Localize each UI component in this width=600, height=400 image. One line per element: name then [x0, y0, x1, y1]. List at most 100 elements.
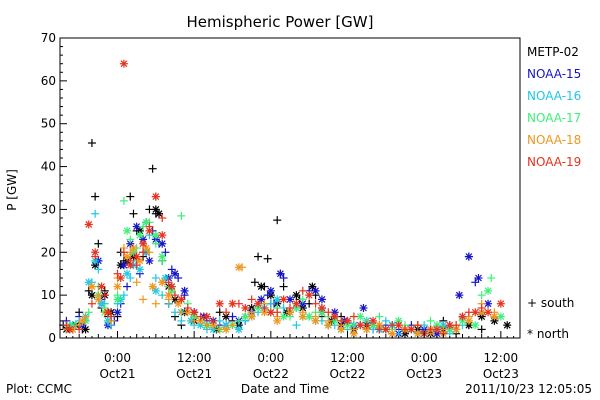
data-point-south	[286, 304, 294, 312]
data-point-south	[119, 248, 128, 257]
data-point-north	[177, 295, 186, 304]
x-tick-date-label: Oct21	[99, 367, 135, 381]
data-point-south	[148, 164, 157, 173]
data-point-north	[330, 312, 339, 321]
data-point-north	[292, 291, 301, 300]
data-point-north	[87, 282, 96, 291]
data-point-north	[190, 308, 199, 317]
data-point-south	[260, 304, 269, 312]
x-tick-time-label: 0:00	[411, 351, 438, 365]
data-point-north	[490, 312, 499, 321]
data-point-south	[87, 299, 96, 308]
data-point-north	[167, 282, 176, 291]
data-point-south	[164, 278, 173, 287]
y-tick-label: 30	[41, 202, 56, 216]
data-point-north	[455, 291, 464, 300]
data-point-south	[477, 304, 486, 312]
data-point-south	[228, 312, 237, 321]
data-point-north	[266, 308, 275, 317]
data-point-south	[413, 321, 422, 330]
data-point-south	[119, 196, 128, 205]
y-axis-ticks: 0 10 20 30 40 50 60 70	[41, 31, 67, 345]
plot-timestamp: 2011/10/23 12:05:05	[465, 382, 592, 396]
data-point-north	[286, 308, 294, 317]
data-point-south	[471, 278, 480, 287]
data-point-north	[91, 248, 100, 257]
data-point-south	[129, 209, 138, 218]
data-point-north	[279, 295, 288, 304]
data-point-north	[308, 282, 317, 291]
data-point-south	[139, 295, 148, 304]
data-point-north	[234, 263, 243, 272]
data-point-south	[167, 265, 176, 274]
data-point-north	[266, 286, 275, 295]
data-point-south	[75, 325, 84, 334]
data-point-south	[126, 274, 135, 282]
y-axis-label: P [GW]	[5, 169, 19, 211]
data-point-south	[209, 316, 218, 325]
data-point-north	[161, 274, 170, 282]
data-point-south	[349, 312, 358, 321]
data-point-south	[91, 192, 100, 201]
x-axis-label: Date and Time	[241, 382, 329, 396]
data-point-north	[97, 282, 106, 291]
x-tick-time-label: 12:00	[484, 351, 519, 365]
data-point-south	[263, 291, 272, 300]
data-point-north	[228, 299, 237, 308]
data-point-south	[161, 248, 170, 257]
legend-entry-metp-02: METP-02	[527, 45, 579, 59]
x-axis-ticks: 0:00 Oct21 12:00 Oct21 0:00 Oct22 12:00 Oct22 0:…	[59, 331, 521, 381]
data-point-north	[202, 312, 211, 321]
data-point-south	[100, 291, 109, 300]
data-point-south	[84, 286, 93, 295]
y-tick-label: 60	[41, 74, 56, 88]
data-point-south	[91, 209, 100, 218]
data-point-north	[317, 295, 326, 304]
x-tick-time-label: 12:00	[177, 351, 212, 365]
symbol-legend-south: + south	[527, 296, 574, 310]
data-point-south	[171, 291, 179, 300]
data-point-north	[241, 304, 250, 312]
data-point-north	[484, 286, 493, 295]
data-point-north	[381, 325, 390, 334]
data-point-north	[324, 321, 333, 330]
data-point-north	[254, 299, 263, 308]
data-point-north	[343, 316, 352, 325]
data-point-south	[123, 282, 132, 291]
data-point-north	[317, 304, 326, 312]
data-point-north	[145, 256, 154, 265]
data-point-south	[126, 192, 135, 201]
data-point-south	[234, 316, 243, 325]
data-point-north	[155, 209, 164, 218]
x-tick-date-label: Oct23	[483, 367, 519, 381]
data-point-north	[311, 286, 320, 295]
data-point-north	[471, 308, 480, 317]
data-point-south	[126, 235, 135, 244]
plot-source: Plot: CCMC	[6, 382, 72, 396]
data-point-south	[132, 278, 141, 287]
data-point-south	[139, 248, 148, 257]
symbol-legend: + south * north	[527, 296, 574, 341]
data-point-north	[257, 282, 266, 291]
data-point-north	[158, 252, 167, 261]
data-point-north	[452, 325, 461, 334]
data-point-north	[305, 291, 314, 300]
data-point-south	[174, 274, 183, 282]
data-point-north	[123, 226, 132, 235]
data-point-north	[349, 329, 358, 338]
data-point-south	[375, 312, 384, 321]
data-point-north	[119, 261, 128, 270]
x-tick-time-label: 0:00	[257, 351, 284, 365]
data-point-north	[135, 265, 144, 274]
y-tick-label: 40	[41, 160, 56, 174]
data-point-north	[126, 261, 135, 270]
data-point-north	[464, 252, 473, 261]
data-point-south	[292, 321, 301, 330]
data-point-north	[359, 304, 368, 312]
x-tick-date-label: Oct22	[253, 367, 289, 381]
y-tick-label: 70	[41, 31, 56, 45]
data-point-north	[113, 308, 122, 317]
data-point-north	[292, 299, 301, 308]
data-point-south	[62, 321, 71, 330]
data-point-south	[324, 308, 333, 317]
